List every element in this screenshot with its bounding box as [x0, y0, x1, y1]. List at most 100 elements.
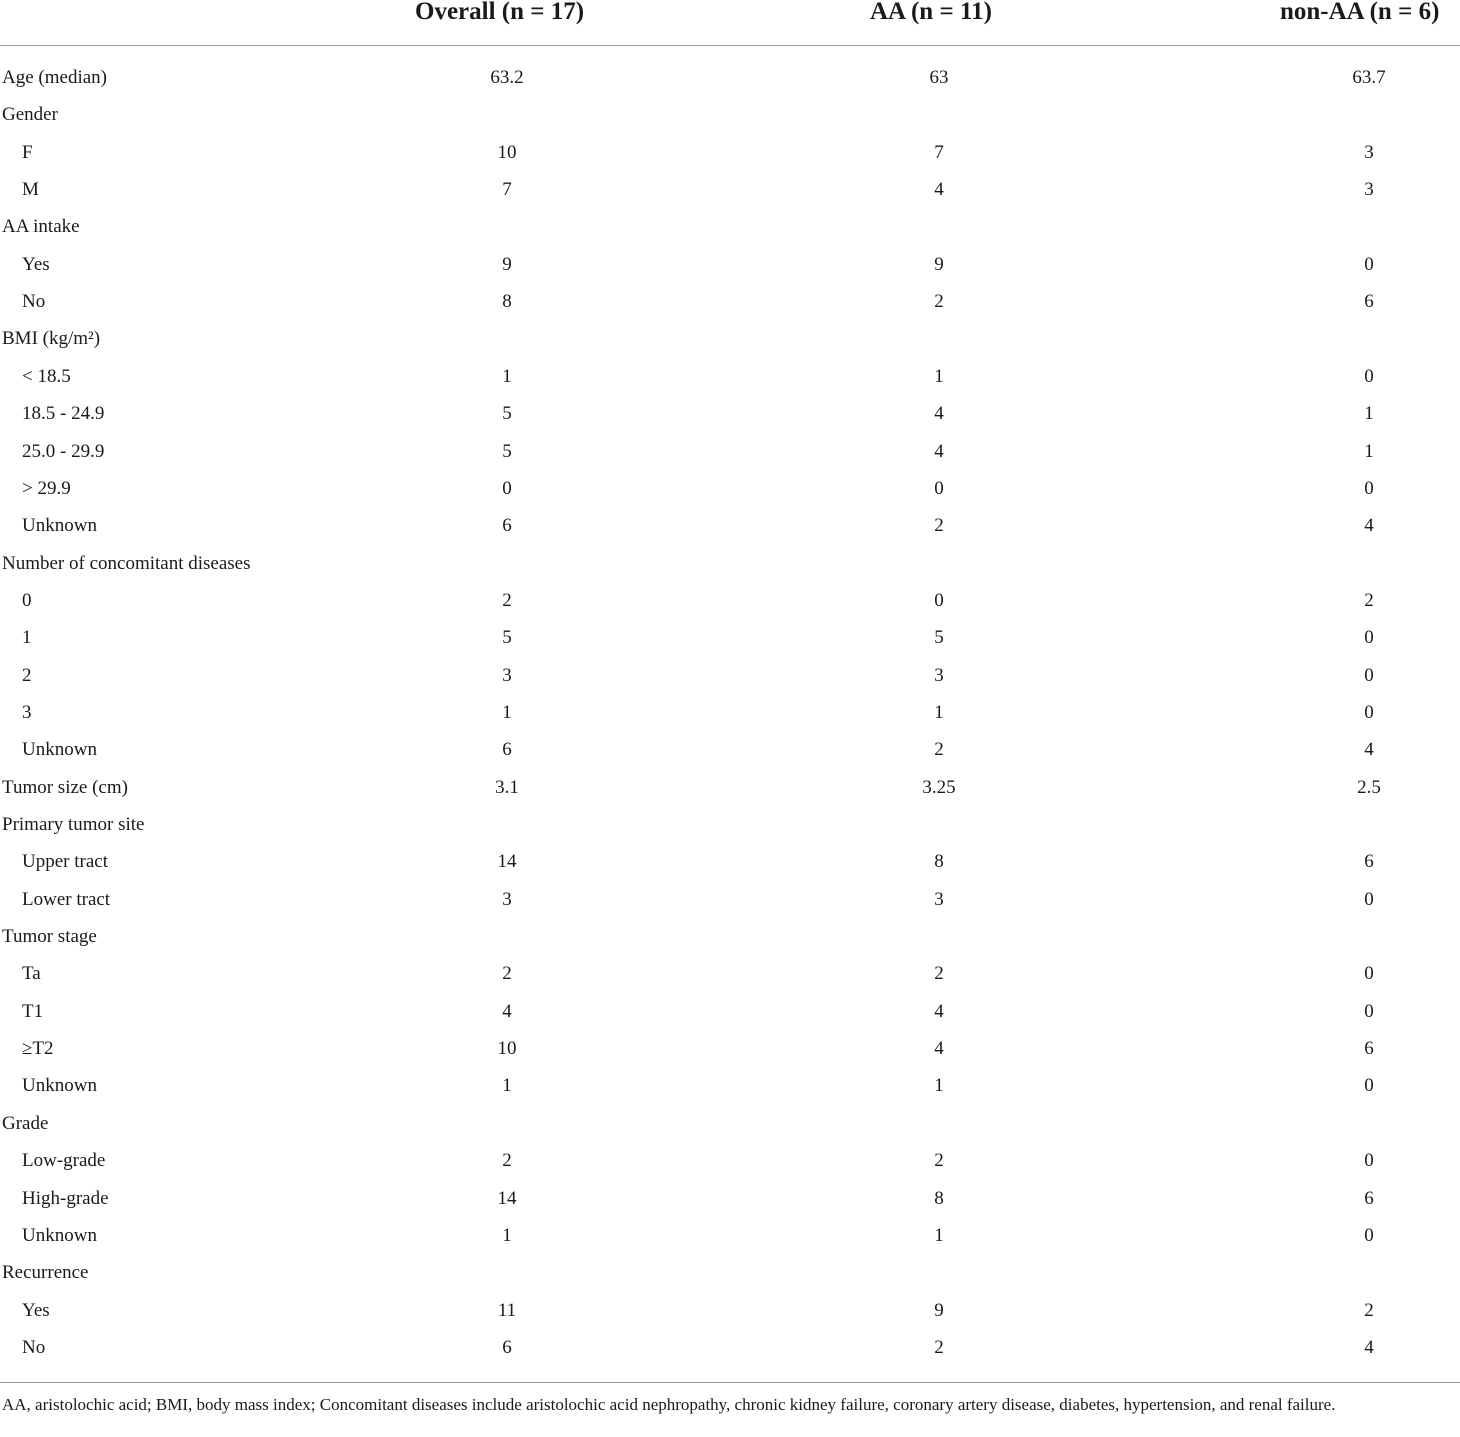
cell-aa: 3 [934, 888, 944, 910]
row-label: Age (median) [2, 67, 107, 88]
row-label: High-grade [22, 1187, 109, 1209]
row-label: Low-grade [22, 1150, 106, 1172]
cell-non-aa: 0 [1364, 1075, 1374, 1097]
row-label: AA intake [2, 216, 80, 238]
cell-aa: 4 [934, 403, 944, 425]
row-label: Unknown [22, 1224, 97, 1246]
cell-non-aa: 0 [1364, 477, 1374, 499]
cell-non-aa: 0 [1364, 963, 1374, 985]
cell-non-aa: 2 [1364, 589, 1374, 611]
cell-overall: 1 [502, 1224, 512, 1246]
cell-non-aa: 0 [1364, 627, 1374, 649]
cell-aa: 2 [934, 291, 944, 313]
table-row: Yes 11 9 2 [0, 1292, 1460, 1329]
row-label: < 18.5 [22, 365, 71, 387]
cell-overall: 1 [502, 365, 512, 387]
cell-non-aa: 2 [1364, 1299, 1374, 1321]
cell-non-aa: 4 [1364, 515, 1374, 537]
table-row: 0 2 0 2 [0, 582, 1460, 619]
cell-non-aa: 6 [1364, 291, 1374, 313]
cell-aa: 4 [934, 179, 944, 201]
table-row: Unknown 6 2 4 [0, 507, 1460, 544]
cell-non-aa: 0 [1364, 701, 1374, 723]
cell-overall: 6 [502, 739, 512, 761]
cell-aa: 2 [934, 515, 944, 537]
cell-non-aa: 6 [1364, 1187, 1374, 1209]
cell-aa: 9 [934, 1299, 944, 1321]
cell-overall: 7 [502, 179, 512, 201]
cell-non-aa: 6 [1364, 851, 1374, 873]
cell-non-aa: 63.7 [1352, 67, 1386, 88]
cell-non-aa: 0 [1364, 1000, 1374, 1022]
row-label: Lower tract [22, 888, 111, 910]
cell-overall: 6 [502, 515, 512, 537]
cell-aa: 2 [934, 1150, 944, 1172]
cell-aa: 1 [934, 1224, 944, 1246]
cell-overall: 5 [502, 627, 512, 649]
row-label: Unknown [22, 515, 97, 537]
table-row: F 10 7 3 [0, 134, 1460, 171]
cell-overall: 63.2 [490, 67, 524, 88]
row-label: BMI (kg/m²) [2, 328, 101, 350]
bottom-rule [0, 1382, 1460, 1383]
cell-non-aa: 0 [1364, 888, 1374, 910]
cell-non-aa: 1 [1364, 440, 1374, 462]
row-label: 2 [22, 664, 32, 686]
row-label: Recurrence [2, 1262, 89, 1284]
cell-aa: 8 [934, 1187, 944, 1209]
cell-overall: 6 [502, 1336, 512, 1358]
cell-overall: 1 [502, 701, 512, 723]
cell-overall: 3 [502, 664, 512, 686]
row-label: Unknown [22, 1075, 97, 1097]
row-label: Gender [2, 104, 58, 126]
row-label: No [22, 1336, 46, 1358]
cell-overall: 5 [502, 440, 512, 462]
cell-aa: 1 [934, 701, 944, 723]
cell-aa: 1 [934, 365, 944, 387]
table-row: No 6 2 4 [0, 1329, 1460, 1366]
table-row: Upper tract 14 8 6 [0, 843, 1460, 880]
cell-overall: 8 [502, 291, 512, 313]
cell-non-aa: 1 [1364, 403, 1374, 425]
table-row: Number of concomitant diseases [0, 545, 1460, 582]
cell-aa: 63 [929, 67, 949, 88]
row-label: Yes [22, 253, 50, 275]
row-label: ≥T2 [22, 1038, 54, 1060]
table-row: Unknown 1 1 0 [0, 1217, 1460, 1254]
cell-aa: 2 [934, 739, 944, 761]
cell-non-aa: 0 [1364, 1224, 1374, 1246]
cell-aa: 0 [934, 477, 944, 499]
cell-non-aa: 3 [1364, 179, 1374, 201]
row-label: Upper tract [22, 851, 108, 873]
cell-non-aa: 0 [1364, 1150, 1374, 1172]
cell-non-aa: 0 [1364, 664, 1374, 686]
cell-aa: 2 [934, 1336, 944, 1358]
table-row: BMI (kg/m²) [0, 320, 1460, 357]
row-label: Tumor stage [2, 926, 97, 948]
row-label: M [22, 179, 39, 201]
table-row: < 18.5 1 1 0 [0, 358, 1460, 395]
row-label: Unknown [22, 739, 97, 761]
table-row: T1 4 4 0 [0, 993, 1460, 1030]
table-row: Ta 2 2 0 [0, 955, 1460, 992]
row-label: T1 [22, 1000, 44, 1022]
cell-non-aa: 6 [1364, 1038, 1374, 1060]
table-row: Lower tract 3 3 0 [0, 881, 1460, 918]
row-label: Number of concomitant diseases [2, 552, 251, 574]
table-row: Unknown 1 1 0 [0, 1067, 1460, 1104]
table-row: Tumor stage [0, 918, 1460, 955]
table-row: Tumor size (cm) 3.1 3.25 2.5 [0, 769, 1460, 806]
cell-overall: 3 [502, 888, 512, 910]
cell-overall: 10 [497, 141, 517, 163]
table-header: Overall (n = 17) AA (n = 11) non-AA (n =… [0, 0, 1460, 28]
cell-aa: 0 [934, 589, 944, 611]
table-row: Gender [0, 96, 1460, 133]
row-label: 3 [22, 701, 32, 723]
row-label: 1 [22, 627, 32, 649]
table-row: Grade [0, 1105, 1460, 1142]
cell-overall: 14 [497, 1187, 517, 1209]
cell-non-aa: 3 [1364, 141, 1374, 163]
cell-overall: 14 [497, 851, 517, 873]
cell-overall: 3.1 [495, 776, 519, 798]
